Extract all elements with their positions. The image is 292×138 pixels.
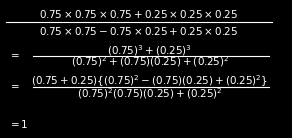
Text: $0.75 \times 0.75 - 0.75 \times 0.25 + 0.25 \times 0.25$: $0.75 \times 0.75 - 0.75 \times 0.25 + 0… xyxy=(39,25,239,37)
Text: $(0.75)^2(0.75)(0.25) + (0.25)^2$: $(0.75)^2(0.75)(0.25) + (0.25)^2$ xyxy=(77,86,223,101)
Text: $0.75 \times 0.75 \times 0.75 + 0.25 \times 0.25 \times 0.25$: $0.75 \times 0.75 \times 0.75 + 0.25 \ti… xyxy=(39,9,239,20)
Text: $= 1$: $= 1$ xyxy=(8,118,29,130)
Text: $=$: $=$ xyxy=(8,81,20,91)
Text: $(0.75)^3 + (0.25)^3$: $(0.75)^3 + (0.25)^3$ xyxy=(107,43,192,58)
Text: $=$: $=$ xyxy=(8,50,20,59)
Text: $(0.75 + 0.25)\{(0.75)^2 - (0.75)(0.25) + (0.25)^2\}$: $(0.75 + 0.25)\{(0.75)^2 - (0.75)(0.25) … xyxy=(31,74,268,89)
Text: $(0.75)^2 + (0.75)(0.25) + (0.25)^2$: $(0.75)^2 + (0.75)(0.25) + (0.25)^2$ xyxy=(71,54,229,69)
